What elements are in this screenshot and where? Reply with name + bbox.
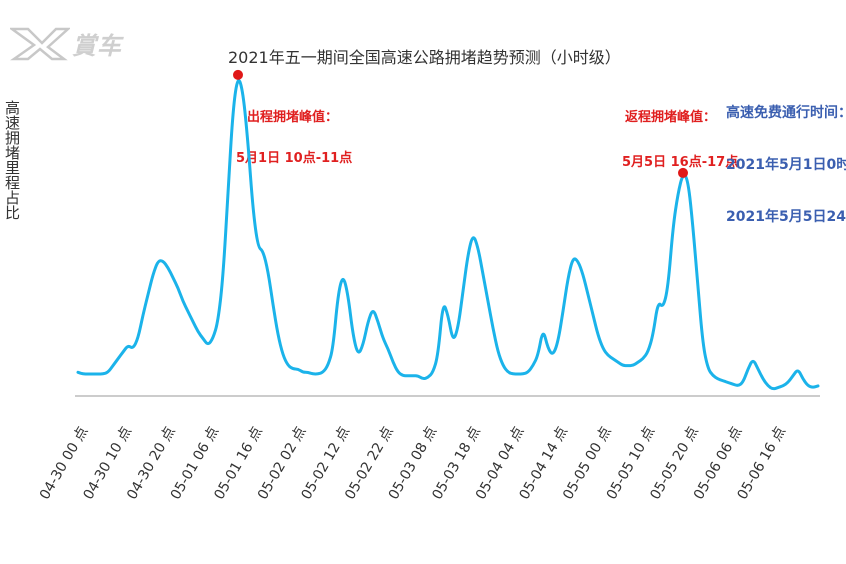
logo-text: 賞车 — [72, 32, 122, 60]
series-line-0 — [76, 79, 820, 391]
free-toll-note-start: 2021年5月1日0时～ — [726, 157, 846, 173]
peak-marker-1 — [233, 69, 243, 80]
peak-1-label-title: 出程拥堵峰值： — [247, 110, 339, 125]
free-toll-note-end: 2021年5月5日24时 — [726, 209, 846, 225]
peak-2-label-time: 5月5日 16点-17点 — [622, 155, 739, 170]
chart-title: 2021年五一期间全国高速公路拥堵趋势预测（小时级） — [228, 48, 621, 67]
brand-logo: 賞车 — [10, 26, 122, 61]
logo-x-icon — [10, 27, 70, 60]
peak-2-label-title: 返程拥堵峰值： — [625, 110, 717, 125]
peak-1-label-time: 5月1日 10点-11点 — [236, 151, 353, 166]
y-axis-label: 高速拥堵里程占比 — [3, 100, 21, 220]
peak-marker-2 — [678, 167, 688, 178]
free-toll-note-title: 高速免费通行时间： — [726, 105, 846, 121]
